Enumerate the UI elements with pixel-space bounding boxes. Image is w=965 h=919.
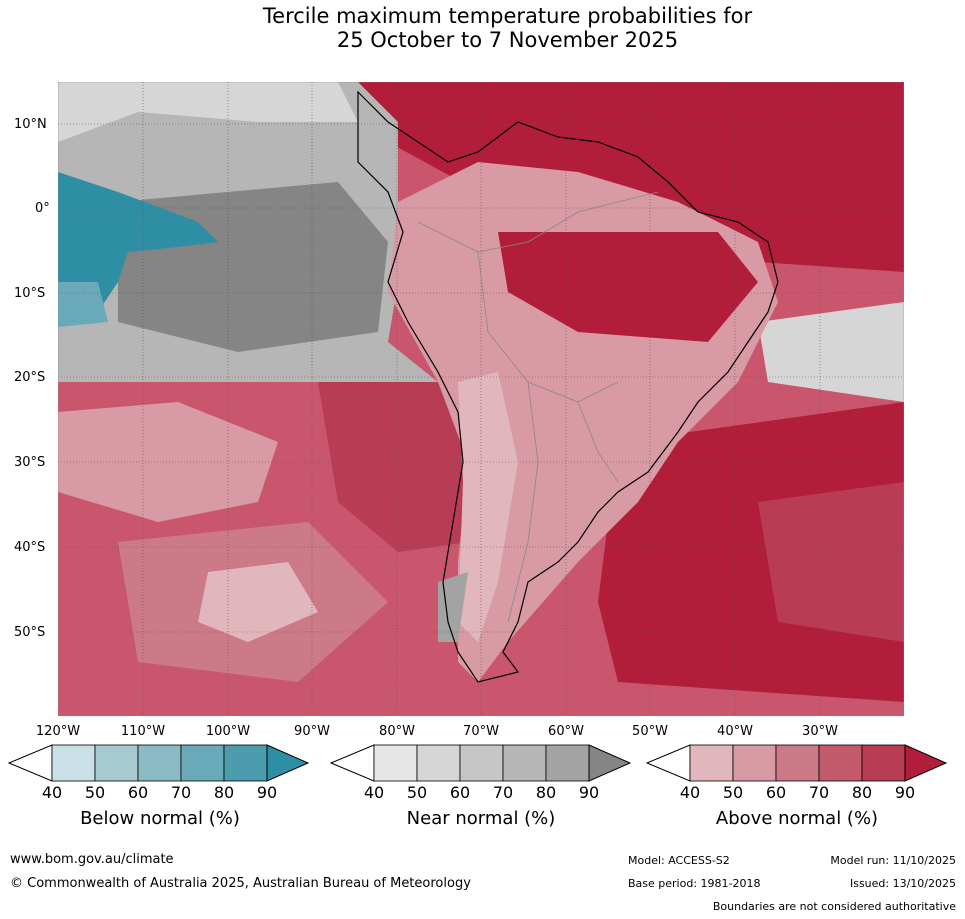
lat-label-40s: 40°S (14, 540, 46, 555)
colorbar-below-normal (8, 744, 310, 782)
near-swatch-50 (373, 744, 418, 782)
below-tick-40: 40 (41, 783, 63, 802)
above-tick-80: 80 (851, 783, 873, 802)
north-above-region (358, 82, 904, 272)
south-atlantic-medium (758, 482, 904, 642)
footer-base-period: Base period: 1981-2018 (628, 877, 761, 890)
lon-label-90w: 90°W (294, 724, 330, 739)
lon-label-120w: 120°W (35, 724, 81, 739)
below-normal-region (58, 172, 218, 312)
above-tick-60: 60 (765, 783, 787, 802)
below-swatch-90 (223, 744, 268, 782)
near-swatch-max (588, 744, 632, 782)
lon-label-110w: 110°W (120, 724, 166, 739)
map-title: Tercile maximum temperature probabilitie… (0, 4, 965, 52)
above-tick-90: 90 (894, 783, 916, 802)
above-tick-70: 70 (808, 783, 830, 802)
footer-boundaries: Boundaries are not considered authoritat… (712, 900, 956, 913)
lat-label-10n: 10°N (14, 117, 47, 132)
country-borders (417, 191, 659, 623)
andes-pale (458, 372, 518, 642)
below-tick-70: 70 (170, 783, 192, 802)
footer-url: www.bom.gov.au/climate (10, 852, 174, 867)
above-normal-title: Above normal (%) (715, 808, 879, 829)
amazon-strong (498, 232, 758, 342)
footer-model: Model: ACCESS-S2 (628, 854, 730, 867)
above-swatch-60 (732, 744, 777, 782)
above-swatch-max (904, 744, 948, 782)
near-swatch-60 (416, 744, 461, 782)
south-america-coastline (357, 90, 779, 683)
below-tick-80: 80 (213, 783, 235, 802)
near-tick-70: 70 (492, 783, 514, 802)
below-tick-60: 60 (127, 783, 149, 802)
lon-label-30w: 30°W (802, 724, 838, 739)
colorbar-near-normal (330, 744, 632, 782)
south-pacific-strong (318, 382, 468, 552)
title-line-2: 25 October to 7 November 2025 (336, 28, 679, 52)
near-tick-60: 60 (449, 783, 471, 802)
graticule (58, 82, 904, 716)
below-tick-50: 50 (84, 783, 106, 802)
lon-label-100w: 100°W (205, 724, 251, 739)
near-tick-50: 50 (406, 783, 428, 802)
near-swatch-70 (459, 744, 504, 782)
atlantic-near-normal (758, 302, 904, 402)
lon-label-70w: 70°W (463, 724, 499, 739)
near-swatch-90 (545, 744, 590, 782)
near-tick-80: 80 (535, 783, 557, 802)
lon-label-50w: 50°W (632, 724, 668, 739)
colorbar-above-normal (646, 744, 948, 782)
above-swatch-70 (775, 744, 820, 782)
below-swatch-80 (180, 744, 225, 782)
above-swatch-80 (818, 744, 863, 782)
lat-label-20s: 20°S (14, 370, 46, 385)
lon-label-40w: 40°W (717, 724, 753, 739)
above-swatch-90 (861, 744, 906, 782)
below-swatch-70 (137, 744, 182, 782)
probability-map (58, 82, 904, 716)
above-tick-50: 50 (722, 783, 744, 802)
south-pacific-light (58, 402, 278, 522)
above-tick-40: 40 (679, 783, 701, 802)
lat-label-30s: 30°S (14, 455, 46, 470)
near-tick-40: 40 (363, 783, 385, 802)
below-swatch-60 (94, 744, 139, 782)
lat-label-50s: 50°S (14, 625, 46, 640)
footer-copyright: © Commonwealth of Australia 2025, Austra… (10, 876, 471, 891)
near-normal-title: Near normal (%) (406, 808, 556, 829)
near-tick-90: 90 (578, 783, 600, 802)
below-swatch-max (266, 744, 310, 782)
below-tick-90: 90 (256, 783, 278, 802)
near-swatch-80 (502, 744, 547, 782)
lon-label-60w: 60°W (548, 724, 584, 739)
below-swatch-50 (51, 744, 96, 782)
lon-label-80w: 80°W (379, 724, 415, 739)
footer-model-run: Model run: 11/10/2025 (830, 854, 956, 867)
above-swatch-50 (689, 744, 734, 782)
below-normal-title: Below normal (%) (80, 808, 240, 829)
lat-label-0: 0° (35, 201, 50, 216)
lat-label-10s: 10°S (14, 286, 46, 301)
patagonia-near-normal (438, 572, 468, 642)
pacific-near-normal-light (58, 82, 358, 142)
title-line-1: Tercile maximum temperature probabilitie… (262, 4, 753, 28)
footer-issued: Issued: 13/10/2025 (849, 877, 956, 890)
